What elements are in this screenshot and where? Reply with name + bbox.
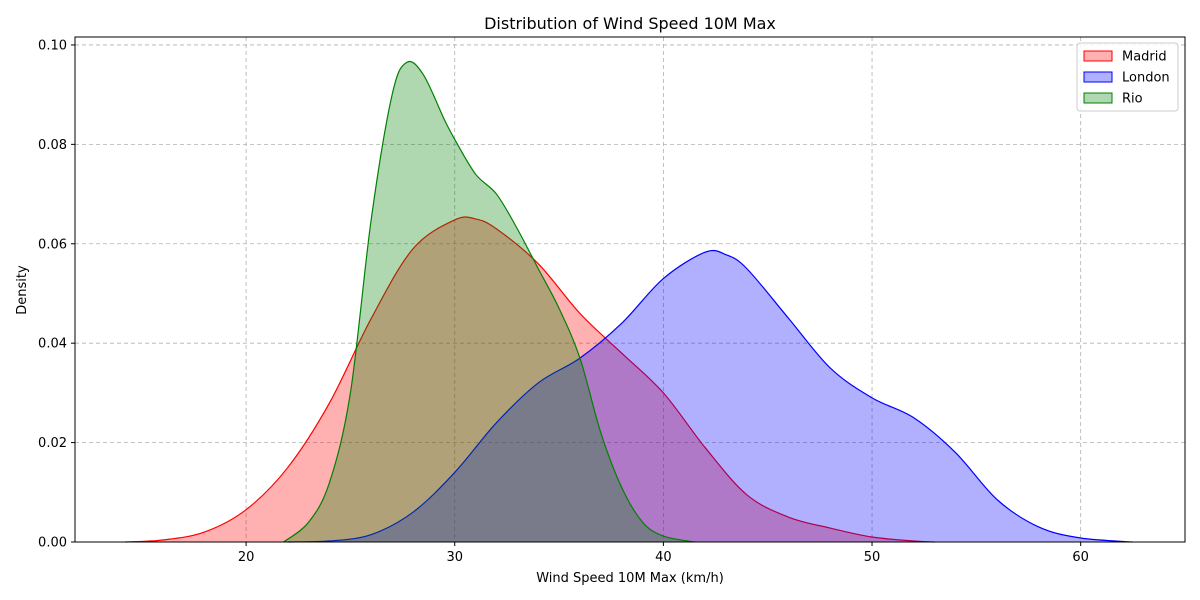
y-tick-label: 0.00: [38, 536, 67, 551]
y-tick-label: 0.10: [38, 38, 67, 53]
y-tick-label: 0.06: [38, 237, 67, 252]
density-area-rio: [283, 61, 695, 542]
series-layer: [125, 60, 1133, 543]
x-tick-label: 30: [446, 550, 463, 565]
legend: Madrid London Rio: [1076, 42, 1179, 112]
legend-swatch-rio: [1083, 92, 1113, 104]
x-tick-label: 40: [655, 550, 672, 565]
x-tick-label: 20: [238, 550, 255, 565]
y-axis-title: Density: [15, 265, 30, 315]
legend-label-london: London: [1122, 71, 1170, 86]
density-area-london: [287, 250, 1133, 542]
plot-frame: [74, 36, 1186, 543]
y-tick-label: 0.02: [38, 436, 67, 451]
legend-frame: [1076, 42, 1179, 112]
legend-label-madrid: Madrid: [1122, 50, 1167, 65]
y-axis-ticks: 0.00 0.02 0.04 0.06 0.08 0.10: [38, 38, 75, 551]
density-line-rio: [283, 60, 695, 543]
density-line-madrid: [125, 216, 935, 543]
density-line-london: [287, 249, 1133, 543]
x-tick-label: 60: [1072, 550, 1089, 565]
x-tick-label: 50: [864, 550, 881, 565]
x-axis-title: Wind Speed 10M Max (km/h): [536, 571, 724, 586]
x-axis-ticks: 20 30 40 50 60: [238, 542, 1089, 565]
legend-swatch-london: [1083, 71, 1113, 83]
legend-swatch-madrid: [1083, 50, 1113, 62]
chart-title: Distribution of Wind Speed 10M Max: [484, 14, 776, 33]
y-tick-label: 0.04: [38, 337, 67, 352]
legend-label-rio: Rio: [1122, 92, 1143, 107]
y-tick-label: 0.08: [38, 138, 67, 153]
density-area-madrid: [125, 216, 935, 542]
